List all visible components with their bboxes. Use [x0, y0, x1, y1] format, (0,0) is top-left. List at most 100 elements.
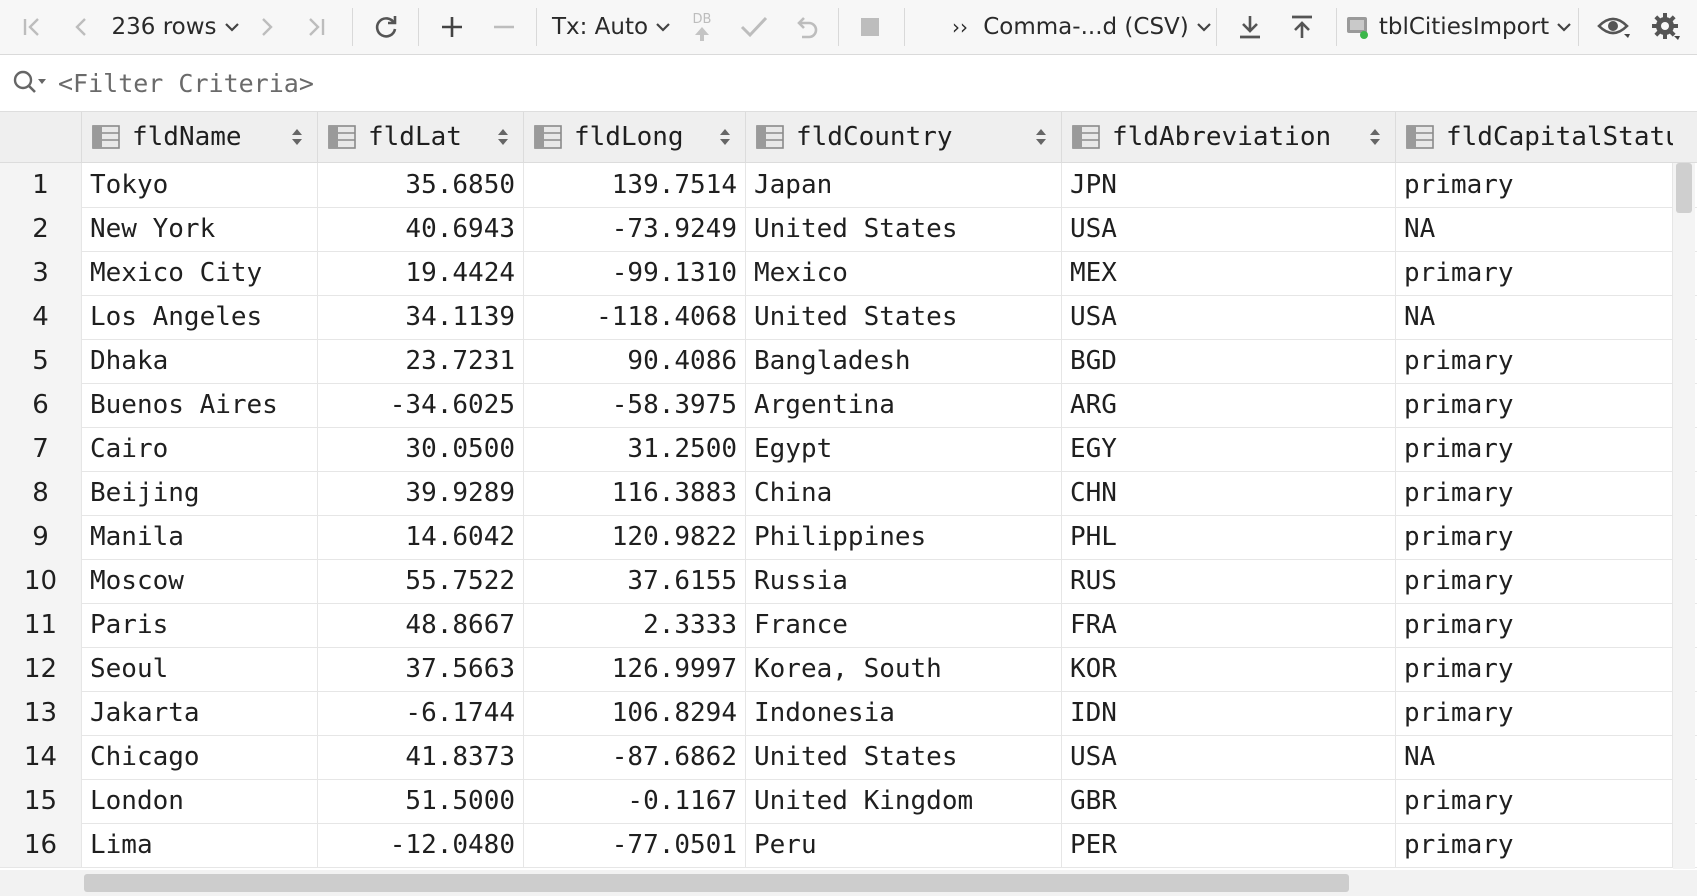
cell-fldcountry[interactable]: France [746, 603, 1062, 647]
sort-icon[interactable] [719, 127, 731, 147]
cell-fldlat[interactable]: 34.1139 [318, 295, 524, 339]
cell-fldabreviation[interactable]: BGD [1062, 339, 1396, 383]
cell-fldcapitalstatus[interactable]: primary [1396, 339, 1673, 383]
export-format-dropdown[interactable]: Comma-...d (CSV) [983, 0, 1211, 54]
cell-fldlong[interactable]: -99.1310 [524, 251, 746, 295]
row-number[interactable]: 1 [0, 163, 82, 207]
cell-fldcapitalstatus[interactable]: primary [1396, 779, 1673, 823]
cell-fldlong[interactable]: 90.4086 [524, 339, 746, 383]
cell-fldcountry[interactable]: Japan [746, 163, 1062, 207]
cell-fldlat[interactable]: 41.8373 [318, 735, 524, 779]
cell-fldabreviation[interactable]: ARG [1062, 383, 1396, 427]
vertical-scrollbar[interactable] [1673, 163, 1695, 869]
cell-fldcountry[interactable]: Russia [746, 559, 1062, 603]
cell-fldcountry[interactable]: China [746, 471, 1062, 515]
sort-icon[interactable] [1035, 127, 1047, 147]
cell-fldname[interactable]: Cairo [82, 427, 318, 471]
row-number[interactable]: 3 [0, 251, 82, 295]
cell-fldname[interactable]: Beijing [82, 471, 318, 515]
delete-row-button[interactable] [484, 0, 524, 54]
cell-fldname[interactable]: Mexico City [82, 251, 318, 295]
row-number[interactable]: 13 [0, 691, 82, 735]
row-number[interactable]: 9 [0, 515, 82, 559]
table-row[interactable]: 15 London 51.5000 -0.1167 United Kingdom GBR p… [0, 779, 1697, 824]
cell-fldabreviation[interactable]: FRA [1062, 603, 1396, 647]
table-row[interactable]: 14 Chicago 41.8373 -87.6862 United States USA… [0, 735, 1697, 780]
cell-fldname[interactable]: Tokyo [82, 163, 318, 207]
cell-fldabreviation[interactable]: USA [1062, 295, 1396, 339]
table-row[interactable]: 12 Seoul 37.5663 126.9997 Korea, South KOR pri… [0, 647, 1697, 692]
submit-to-db-button[interactable]: DB [684, 0, 720, 54]
cell-fldlong[interactable]: 116.3883 [524, 471, 746, 515]
cell-fldcapitalstatus[interactable]: primary [1396, 603, 1673, 647]
cell-fldlong[interactable]: 2.3333 [524, 603, 746, 647]
cell-fldlong[interactable]: -73.9249 [524, 207, 746, 251]
table-row[interactable]: 10 Moscow 55.7522 37.6155 Russia RUS primary [0, 559, 1697, 604]
cell-fldabreviation[interactable]: USA [1062, 735, 1396, 779]
search-icon[interactable] [12, 69, 48, 97]
row-number[interactable]: 6 [0, 383, 82, 427]
filter-criteria-input[interactable] [58, 67, 1658, 99]
cell-fldname[interactable]: Buenos Aires [82, 383, 318, 427]
cell-fldabreviation[interactable]: KOR [1062, 647, 1396, 691]
previous-page-button[interactable] [64, 0, 100, 54]
cell-fldlat[interactable]: -34.6025 [318, 383, 524, 427]
row-number[interactable]: 2 [0, 207, 82, 251]
row-number[interactable]: 5 [0, 339, 82, 383]
row-number[interactable]: 10 [0, 559, 82, 603]
cell-fldname[interactable]: Seoul [82, 647, 318, 691]
table-row[interactable]: 3 Mexico City 19.4424 -99.1310 Mexico MEX prim… [0, 251, 1697, 296]
cell-fldcapitalstatus[interactable]: primary [1396, 559, 1673, 603]
table-row[interactable]: 1 Tokyo 35.6850 139.7514 Japan JPN primary [0, 163, 1697, 208]
cell-fldcountry[interactable]: United Kingdom [746, 779, 1062, 823]
commit-button[interactable] [734, 0, 774, 54]
table-row[interactable]: 9 Manila 14.6042 120.9822 Philippines PHL prim… [0, 515, 1697, 560]
cell-fldcountry[interactable]: Peru [746, 823, 1062, 867]
row-number[interactable]: 7 [0, 427, 82, 471]
last-page-button[interactable] [298, 0, 334, 54]
cell-fldcapitalstatus[interactable]: NA [1396, 207, 1673, 251]
cell-fldname[interactable]: Los Angeles [82, 295, 318, 339]
cell-fldcapitalstatus[interactable]: primary [1396, 823, 1673, 867]
table-selector-dropdown[interactable]: tblCitiesImport [1346, 0, 1571, 54]
table-row[interactable]: 7 Cairo 30.0500 31.2500 Egypt EGY primary [0, 427, 1697, 472]
cell-fldcountry[interactable]: Philippines [746, 515, 1062, 559]
cell-fldlat[interactable]: -12.0480 [318, 823, 524, 867]
row-number[interactable]: 12 [0, 647, 82, 691]
first-page-button[interactable] [14, 0, 50, 54]
cell-fldcapitalstatus[interactable]: primary [1396, 471, 1673, 515]
table-row[interactable]: 5 Dhaka 23.7231 90.4086 Bangladesh BGD primary [0, 339, 1697, 384]
cell-fldlong[interactable]: -118.4068 [524, 295, 746, 339]
sort-icon[interactable] [1369, 127, 1381, 147]
horizontal-scrollbar[interactable] [0, 870, 1697, 896]
sort-icon[interactable] [291, 127, 303, 147]
cell-fldcapitalstatus[interactable]: primary [1396, 515, 1673, 559]
cell-fldabreviation[interactable]: USA [1062, 207, 1396, 251]
cell-fldcountry[interactable]: Indonesia [746, 691, 1062, 735]
cell-fldcountry[interactable]: United States [746, 295, 1062, 339]
cell-fldname[interactable]: New York [82, 207, 318, 251]
cell-fldabreviation[interactable]: JPN [1062, 163, 1396, 207]
cell-fldcountry[interactable]: Mexico [746, 251, 1062, 295]
row-number[interactable]: 15 [0, 779, 82, 823]
cell-fldlat[interactable]: -6.1744 [318, 691, 524, 735]
row-number[interactable]: 11 [0, 603, 82, 647]
import-data-button[interactable] [1282, 0, 1322, 54]
cell-fldabreviation[interactable]: GBR [1062, 779, 1396, 823]
cell-fldlat[interactable]: 35.6850 [318, 163, 524, 207]
cell-fldlat[interactable]: 51.5000 [318, 779, 524, 823]
cell-fldname[interactable]: Dhaka [82, 339, 318, 383]
cell-fldlat[interactable]: 37.5663 [318, 647, 524, 691]
cell-fldcountry[interactable]: United States [746, 207, 1062, 251]
cell-fldname[interactable]: Chicago [82, 735, 318, 779]
cell-fldlat[interactable]: 23.7231 [318, 339, 524, 383]
row-number[interactable]: 16 [0, 823, 82, 867]
cell-fldcapitalstatus[interactable]: primary [1396, 251, 1673, 295]
row-number[interactable]: 14 [0, 735, 82, 779]
cell-fldlong[interactable]: -87.6862 [524, 735, 746, 779]
cell-fldlong[interactable]: 139.7514 [524, 163, 746, 207]
rows-dropdown[interactable]: 236 rows [110, 0, 240, 54]
cell-fldabreviation[interactable]: MEX [1062, 251, 1396, 295]
cell-fldname[interactable]: Paris [82, 603, 318, 647]
cell-fldcountry[interactable]: Egypt [746, 427, 1062, 471]
